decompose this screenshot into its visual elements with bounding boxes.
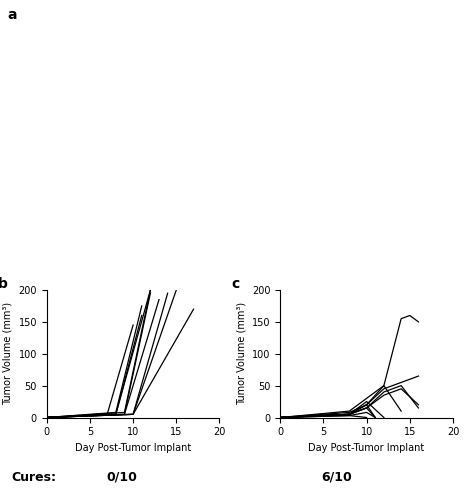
X-axis label: Day Post-Tumor Implant: Day Post-Tumor Implant bbox=[309, 443, 425, 453]
Text: 0/10: 0/10 bbox=[106, 471, 137, 484]
X-axis label: Day Post-Tumor Implant: Day Post-Tumor Implant bbox=[75, 443, 191, 453]
Text: c: c bbox=[232, 277, 240, 291]
Text: Cures:: Cures: bbox=[12, 471, 57, 484]
Text: a: a bbox=[7, 8, 16, 22]
Text: 6/10: 6/10 bbox=[321, 471, 352, 484]
Text: b: b bbox=[0, 277, 8, 291]
Y-axis label: Tumor Volume (mm³): Tumor Volume (mm³) bbox=[236, 302, 247, 406]
Y-axis label: Tumor Volume (mm³): Tumor Volume (mm³) bbox=[3, 302, 13, 406]
